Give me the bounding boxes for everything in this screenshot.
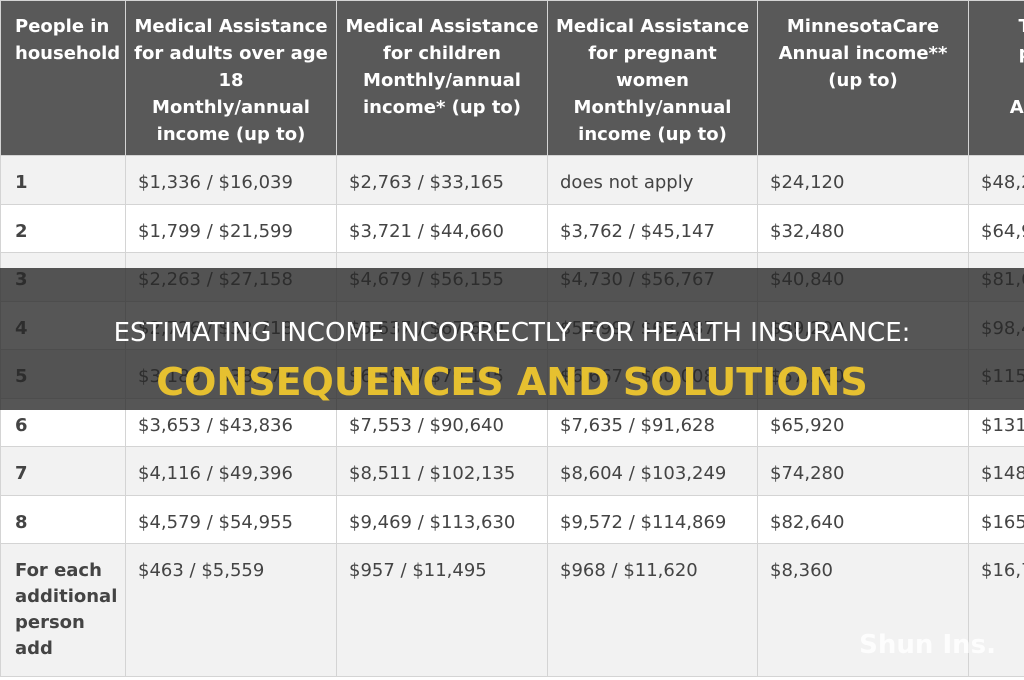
cell: $8,604 / $103,249 [547, 446, 758, 496]
header-cell: Medical Assistance for children Monthly/… [336, 0, 548, 156]
cell: $24,120 [757, 155, 969, 205]
cell: $4,116 / $49,396 [125, 446, 337, 496]
header-cell: Medical Assistance for adults over age 1… [125, 0, 337, 156]
cell: $9,469 / $113,630 [336, 494, 548, 544]
cell: $968 / $11,620 [547, 543, 758, 677]
cell: $48,2 [968, 155, 1024, 205]
cell: $3,721 / $44,660 [336, 203, 548, 253]
row-label: For each additional person add [0, 543, 126, 677]
cell: $64,9 [968, 203, 1024, 253]
header-cell: Medical Assistance for pregnant women Mo… [547, 0, 758, 156]
row-label: 7 [0, 446, 126, 496]
row-label: 1 [0, 155, 126, 205]
cell: $148, [968, 446, 1024, 496]
cell: $1,799 / $21,599 [125, 203, 337, 253]
cell: $2,763 / $33,165 [336, 155, 548, 205]
cell: $4,579 / $54,955 [125, 494, 337, 544]
cell: $8,511 / $102,135 [336, 446, 548, 496]
header-cell: Ta pr Ann [968, 0, 1024, 156]
table-row: 2 $1,799 / $21,599 $3,721 / $44,660 $3,762 … [0, 203, 1024, 253]
cell: $8,360 [757, 543, 969, 677]
cell: $957 / $11,495 [336, 543, 548, 677]
header-row: People in household Medical Assistance fo… [0, 0, 1024, 156]
cell: does not apply [547, 155, 758, 205]
banner-title: ESTIMATING INCOME INCORRECTLY FOR HEALTH… [113, 318, 911, 348]
row-label: 8 [0, 494, 126, 544]
table-row: 7 $4,116 / $49,396 $8,511 / $102,135 $8,604… [0, 446, 1024, 496]
table-body: 1 $1,336 / $16,039 $2,763 / $33,165 does no… [0, 155, 1024, 677]
cell: $1,336 / $16,039 [125, 155, 337, 205]
table-row: 1 $1,336 / $16,039 $2,763 / $33,165 does no… [0, 155, 1024, 205]
table-row: For each additional person add $463 / $5,… [0, 543, 1024, 677]
cell: $74,280 [757, 446, 969, 496]
table-row: 8 $4,579 / $54,955 $9,469 / $113,630 $9,572… [0, 494, 1024, 544]
cell: $3,762 / $45,147 [547, 203, 758, 253]
cell: $16,7 [968, 543, 1024, 677]
banner-subtitle: CONSEQUENCES AND SOLUTIONS [156, 360, 868, 404]
overlay-band [0, 268, 1024, 410]
cell: $9,572 / $114,869 [547, 494, 758, 544]
cell: $32,480 [757, 203, 969, 253]
watermark: Shun Ins. [859, 630, 996, 660]
cell: $463 / $5,559 [125, 543, 337, 677]
row-label: 2 [0, 203, 126, 253]
header-cell: People in household [0, 0, 126, 156]
cell: $165, [968, 494, 1024, 544]
cell: $82,640 [757, 494, 969, 544]
header-cell: MinnesotaCare Annual income** (up to) [757, 0, 969, 156]
